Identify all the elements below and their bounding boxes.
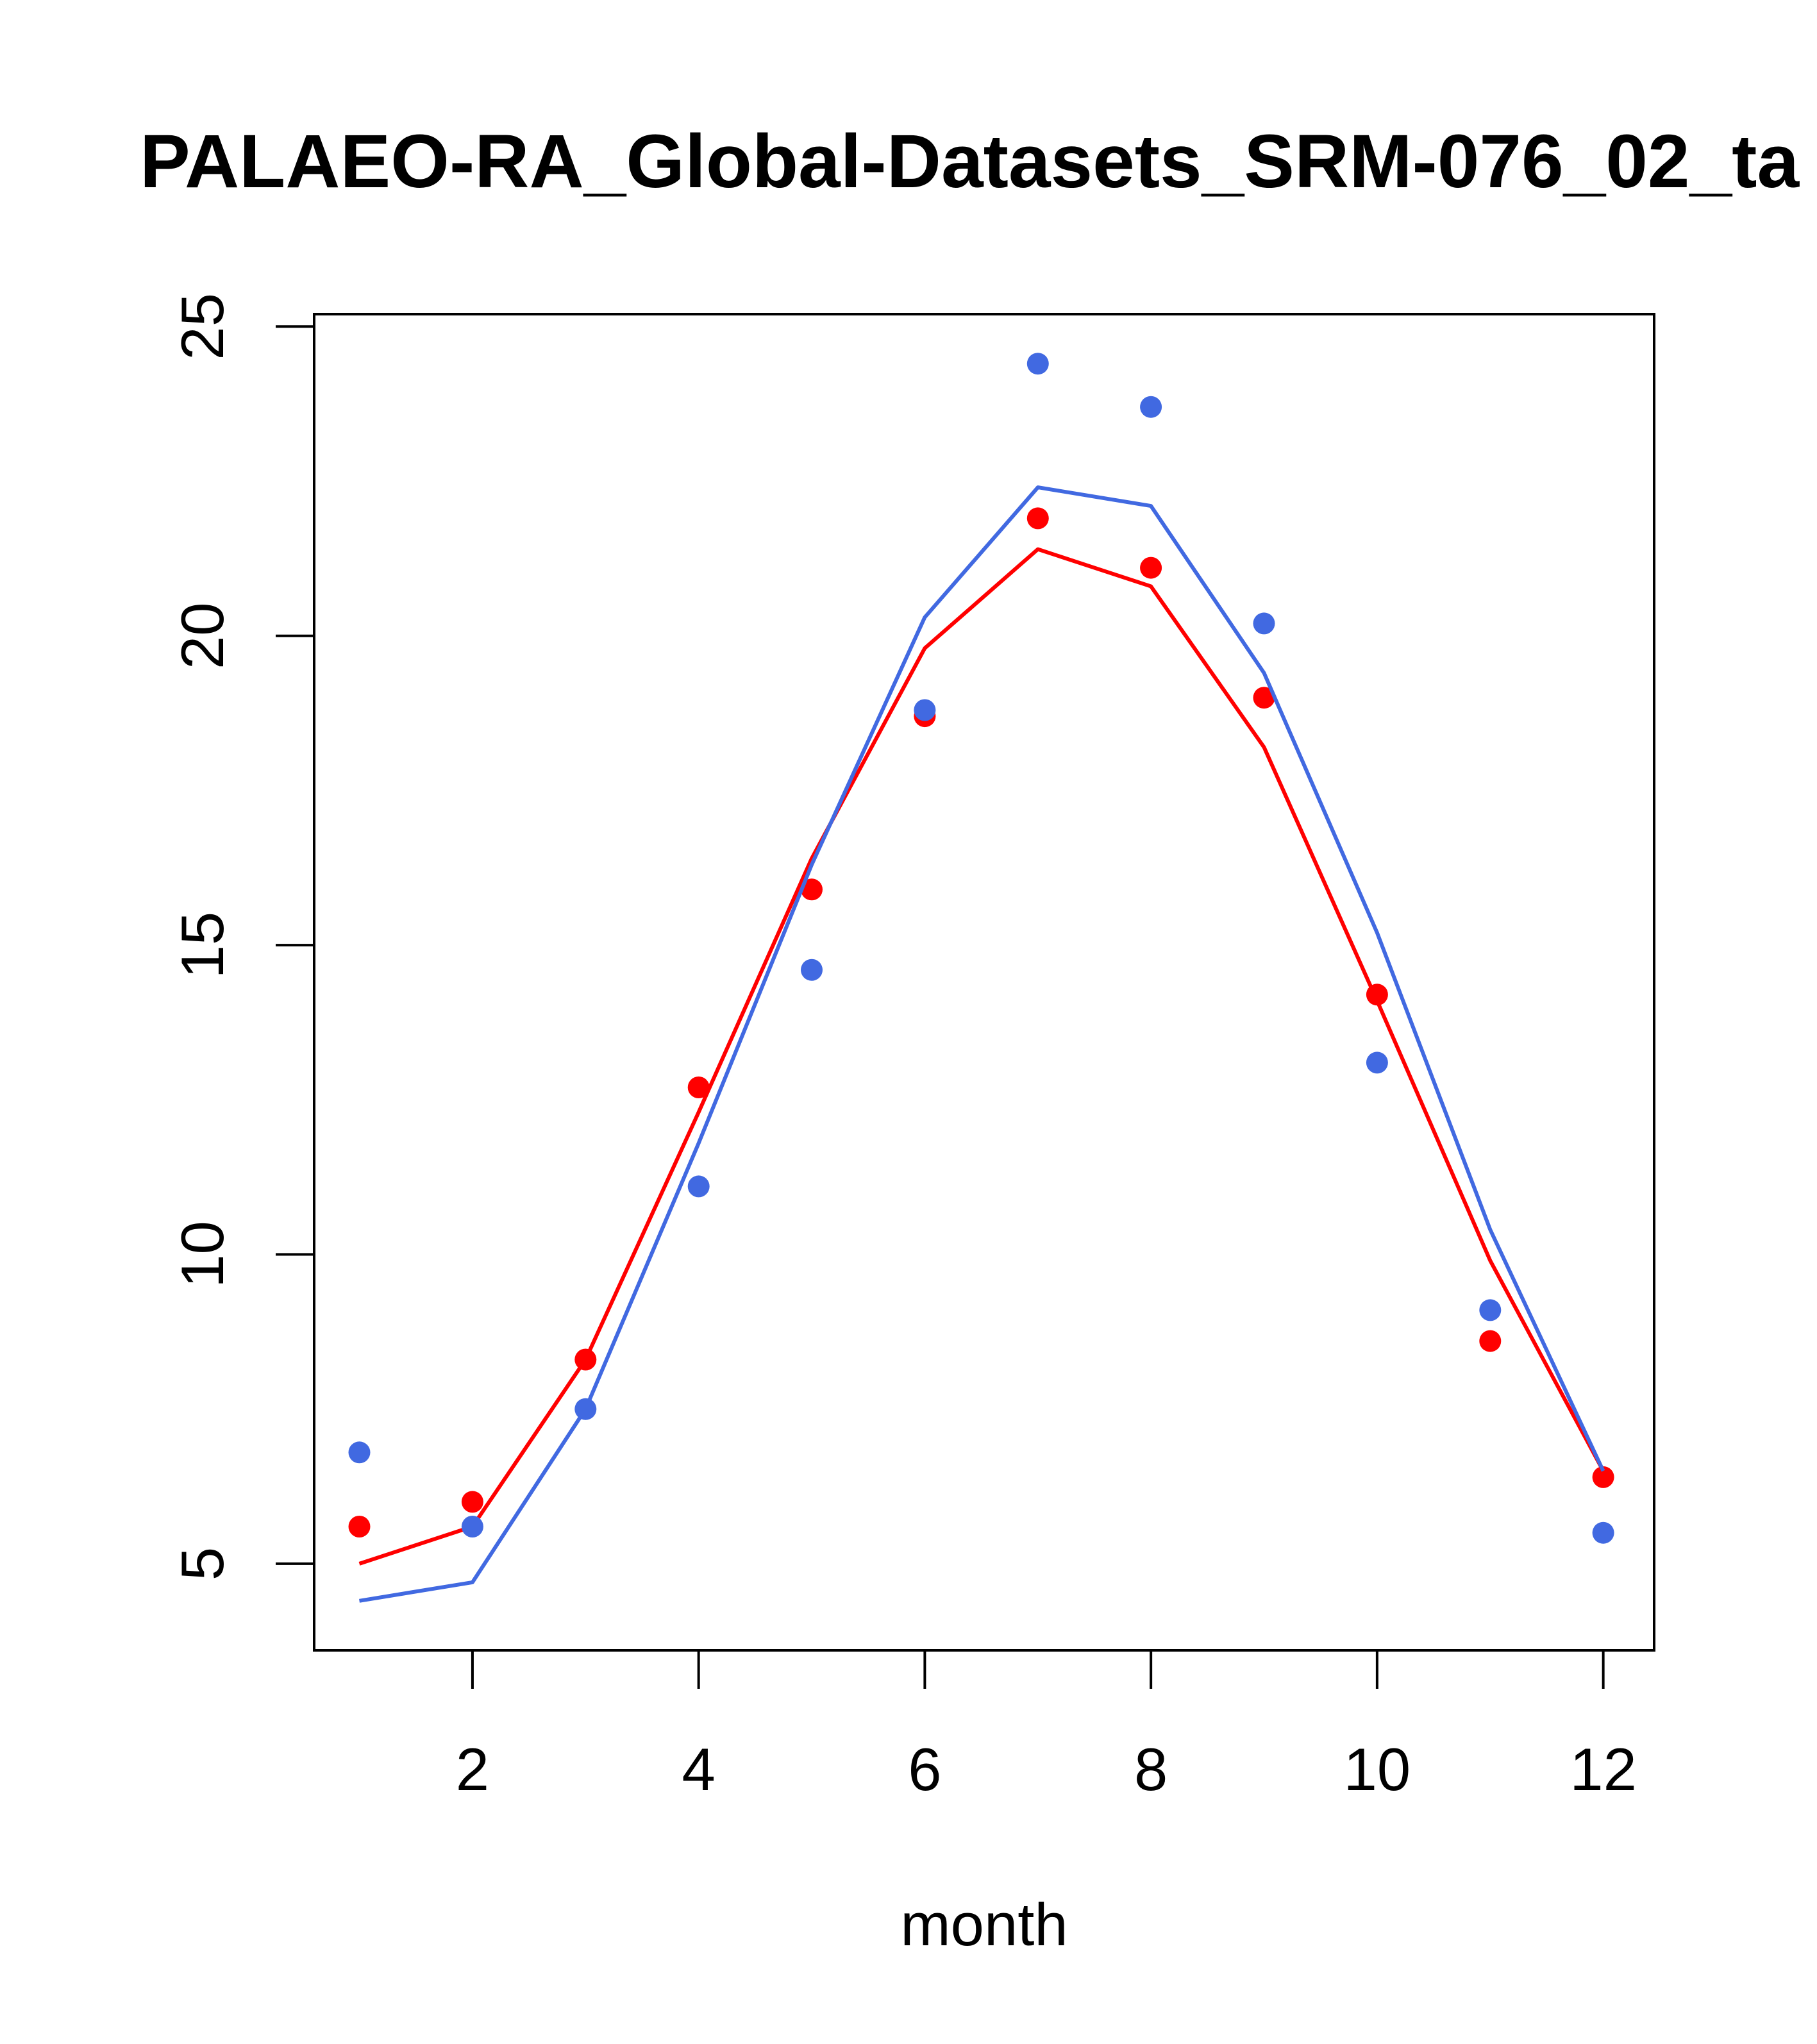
series-point-2-1 [348, 1441, 371, 1464]
series-point-1-11 [1479, 1330, 1502, 1352]
y-tick-label-10: 10 [169, 1221, 236, 1288]
series-point-2-8 [1140, 396, 1162, 418]
series-point-2-7 [1026, 353, 1049, 375]
y-axis: 5 10 15 20 25 [169, 293, 315, 1580]
series-layer [348, 353, 1614, 1603]
series-point-2-9 [1253, 612, 1275, 635]
y-tick-label-20: 20 [169, 602, 236, 669]
y-tick-label-25: 25 [169, 293, 236, 360]
x-axis-label: month [900, 1891, 1068, 1958]
series-point-2-5 [801, 959, 823, 981]
series-point-1-9 [1253, 687, 1275, 709]
series-point-2-4 [687, 1175, 710, 1198]
series-point-2-11 [1479, 1299, 1502, 1321]
x-tick-label-10: 10 [1344, 1736, 1411, 1803]
series-point-1-10 [1366, 984, 1388, 1006]
series-point-1-8 [1140, 557, 1162, 579]
series-point-1-5 [801, 878, 823, 901]
series-point-1-12 [1592, 1466, 1614, 1488]
x-axis: 2 4 6 8 10 12 [456, 1649, 1637, 1803]
x-tick-label-12: 12 [1570, 1736, 1637, 1803]
series-point-2-3 [574, 1398, 597, 1420]
chart-title: PALAEO-RA_Global-Datasets_SRM-076_02_ta [140, 119, 1800, 204]
plot-frame [313, 313, 1655, 1652]
x-tick-label-8: 8 [1134, 1736, 1168, 1803]
series-point-1-1 [348, 1516, 371, 1537]
series-point-2-12 [1592, 1521, 1614, 1544]
y-tick-label-5: 5 [169, 1547, 236, 1580]
series-line-2 [359, 485, 1605, 1603]
series-point-2-2 [461, 1516, 483, 1537]
x-tick-label-4: 4 [682, 1736, 716, 1803]
series-point-1-2 [461, 1491, 483, 1513]
series-point-2-6 [914, 699, 936, 721]
x-tick-label-6: 6 [908, 1736, 941, 1803]
series-point-1-7 [1026, 507, 1049, 530]
series-line-1 [358, 547, 1605, 1566]
x-tick-label-2: 2 [456, 1736, 489, 1803]
series-point-1-4 [687, 1076, 710, 1098]
y-tick-label-15: 15 [169, 912, 236, 979]
series-point-1-3 [574, 1348, 597, 1371]
series-point-2-10 [1366, 1051, 1388, 1074]
